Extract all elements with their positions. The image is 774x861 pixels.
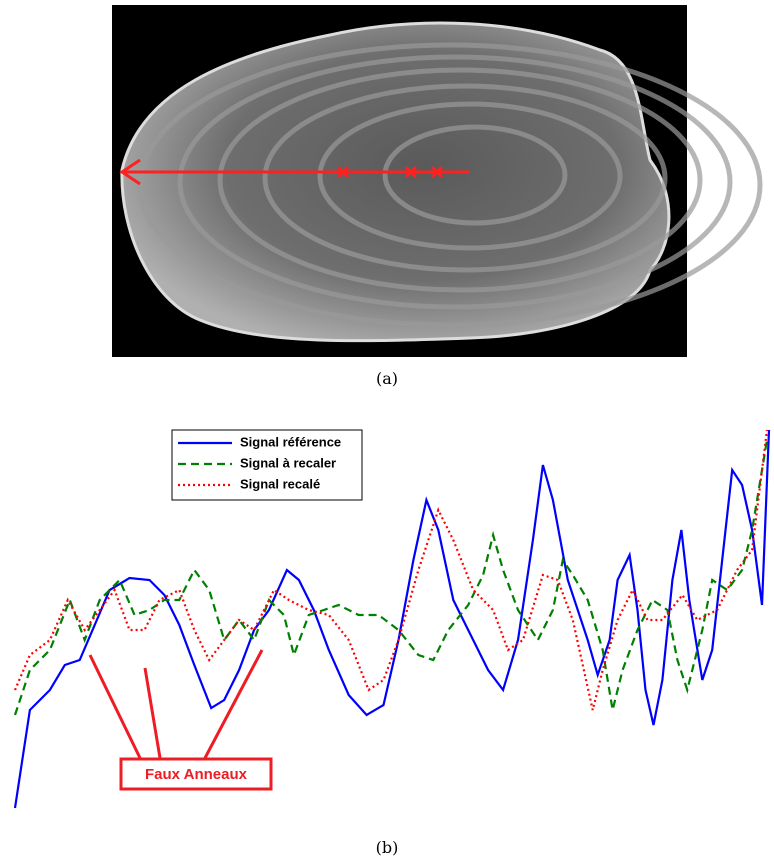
caption: (b) [376,838,399,857]
growth-rings [137,42,763,328]
annotation-box [119,757,273,791]
annotation: Faux Anneaux [88,649,273,791]
plot [13,429,771,809]
otolith-body [120,21,671,343]
annotation-pointers [88,649,264,759]
series-line [13,429,771,809]
legend-label: Signal à recaler [240,455,336,470]
legend-box [171,429,363,501]
annotation-text: Faux Anneaux [145,766,248,783]
measure-axis [119,158,470,186]
legend-label: Signal référence [240,434,341,449]
series-line [13,429,769,711]
caption: (a) [376,369,398,388]
legend-label: Signal recalé [240,476,320,491]
legend: Signal référence Signal à recaler Signal r… [171,429,363,501]
otolith [120,21,763,343]
